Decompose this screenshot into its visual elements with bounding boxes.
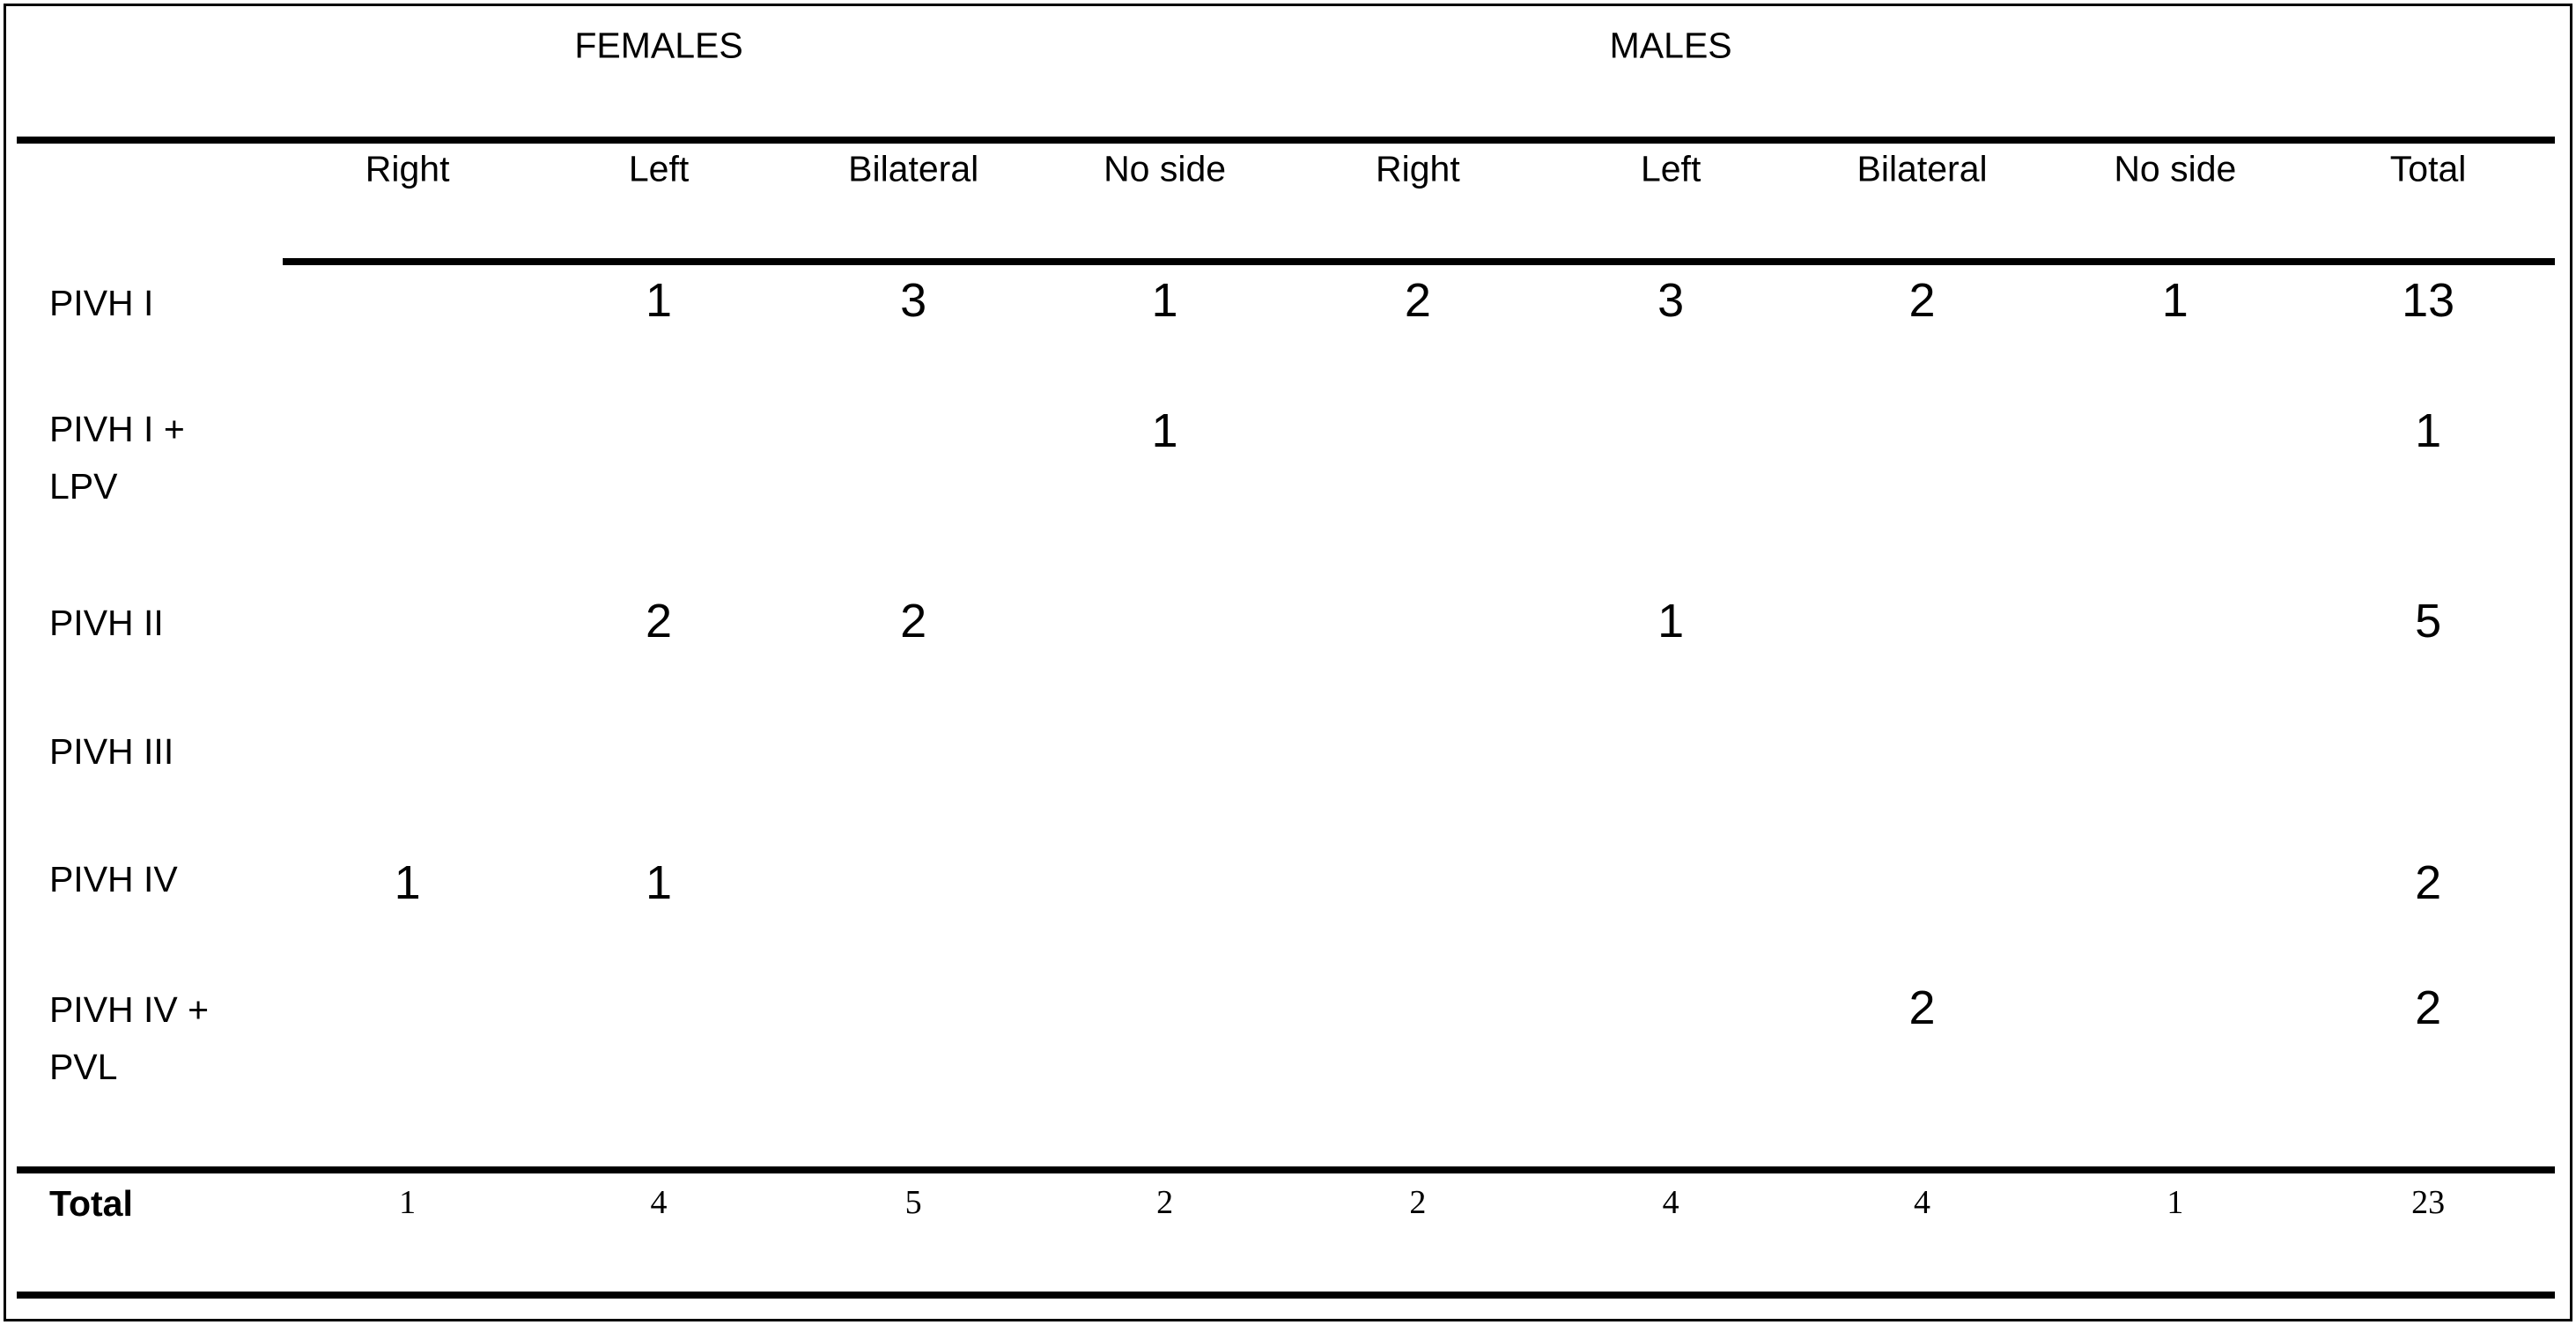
column-header: Left [628,148,690,189]
total-value: 1 [2166,1184,2184,1222]
total-value: 23 [2411,1184,2446,1222]
row-label: PIVH I + LPV [48,409,185,507]
cell-value: 1 [646,274,673,328]
group-header: MALES [1609,25,1732,66]
row-label: PIVH IV [48,859,178,900]
row-label: PIVH IV + PVL [48,988,210,1087]
column-header: Left [1640,148,1701,189]
total-value: 4 [650,1184,668,1222]
cell-value: 1 [1657,595,1685,648]
cell-value: 3 [900,274,927,328]
cell-value: 1 [394,855,421,909]
cell-value: 2 [646,595,673,648]
column-header: No side [2114,148,2237,189]
cell-value: 2 [2415,855,2442,909]
cell-value: 1 [2161,274,2188,328]
total-value: 1 [399,1184,417,1222]
cell-value: 1 [2415,403,2442,457]
row-label: PIVH I [48,282,154,323]
column-header: Total [2389,148,2467,189]
total-rule [17,1166,2555,1173]
cell-value: 1 [1151,403,1178,457]
cell-value: 2 [1404,274,1431,328]
total-value: 2 [1409,1184,1427,1222]
cell-value: 1 [1151,274,1178,328]
column-header: No side [1103,148,1227,189]
cell-value: 13 [2402,274,2455,328]
cell-value: 2 [1908,274,1936,328]
column-header: Right [1376,148,1460,189]
cell-value: 1 [646,855,673,909]
total-value: 2 [1156,1184,1174,1222]
cell-value: 2 [1908,981,1936,1034]
column-header: Bilateral [1856,148,1988,189]
cell-value: 3 [1657,274,1685,328]
total-label: Total [48,1182,133,1224]
group-header: FEMALES [574,25,743,66]
cell-value: 5 [2415,595,2442,648]
total-value: 4 [1914,1184,1931,1222]
cell-value: 2 [2415,981,2442,1034]
total-value: 5 [904,1184,922,1222]
cell-value: 2 [900,595,927,648]
header-rule [17,137,2555,144]
bottom-rule [17,1292,2555,1299]
total-value: 4 [1662,1184,1679,1222]
row-label: PIVH II [48,603,164,644]
row-label: PIVH III [48,730,174,772]
column-header: Bilateral [848,148,979,189]
table-border [4,4,2572,1321]
column-header: Right [365,148,450,189]
column-rule [283,258,2555,265]
